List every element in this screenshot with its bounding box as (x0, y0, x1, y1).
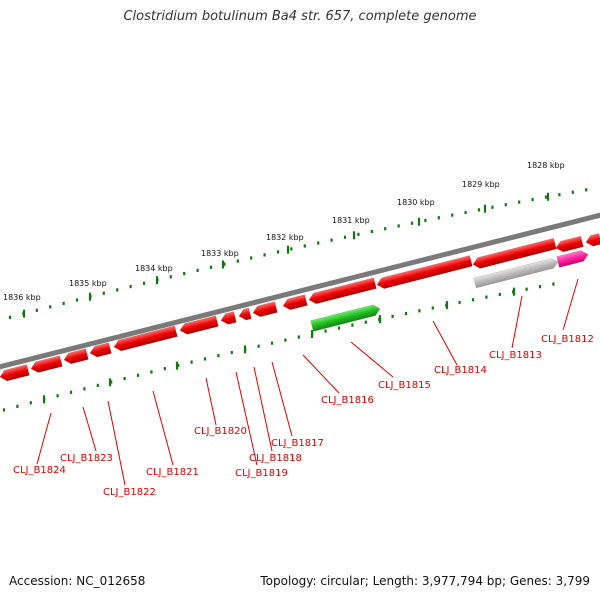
label-leader-line (205, 377, 217, 426)
label-leader-line (36, 412, 52, 465)
gene-arrow (179, 315, 219, 335)
gene-label: CLJ_B1812 (541, 334, 594, 345)
label-leader-line (271, 361, 293, 437)
scale-labels: 1828 kbp 1829 kbp 1830 kbp 1831 kbp 1832 kbp… (3, 161, 565, 302)
gene-features (0, 233, 600, 382)
scale-label: 1829 kbp (462, 180, 500, 189)
scale-label: 1832 kbp (266, 233, 304, 242)
gene-arrow (89, 342, 112, 358)
gene-arrow (252, 301, 278, 317)
gene-label: CLJ_B1818 (249, 453, 302, 464)
gene-arrow-green (310, 304, 381, 332)
scale-label: 1836 kbp (3, 293, 41, 302)
gene-arrow (0, 364, 30, 382)
gene-label-lines (36, 278, 579, 486)
gene-label: CLJ_B1820 (194, 426, 247, 437)
gene-arrow (238, 307, 252, 321)
gene-arrow (376, 255, 473, 289)
label-leader-line (253, 366, 273, 452)
scale-label: 1834 kbp (135, 264, 173, 273)
map-title: Clostridium botulinum Ba4 str. 657, comp… (123, 9, 477, 24)
label-leader-line (432, 320, 458, 366)
gene-arrow-pink (556, 250, 589, 268)
label-leader-line (562, 278, 579, 331)
label-leader-line (235, 371, 258, 466)
gene-label: CLJ_B1814 (434, 365, 487, 376)
label-leader-line (82, 406, 97, 452)
gene-arrow (282, 294, 308, 310)
gene-arrow (472, 238, 557, 269)
scale-ticks (2, 188, 588, 412)
scale-label: 1828 kbp (527, 161, 565, 170)
gene-label: CLJ_B1823 (60, 453, 113, 464)
label-leader-line (511, 295, 523, 349)
scale-label: 1835 kbp (69, 279, 107, 288)
label-leader-line (302, 354, 340, 394)
label-leader-line (152, 390, 174, 466)
gene-arrow (63, 348, 89, 365)
gene-arrow (220, 311, 237, 325)
label-leader-line (107, 400, 126, 486)
accession-label: Accession: NC_012658 (9, 574, 146, 588)
gene-label: CLJ_B1822 (103, 487, 156, 498)
genome-summary: Topology: circular; Length: 3,977,794 bp… (260, 574, 590, 588)
gene-arrow (555, 235, 584, 253)
gene-label: CLJ_B1819 (235, 468, 288, 479)
gene-label: CLJ_B1821 (146, 467, 199, 478)
label-leader-line (350, 341, 394, 378)
gene-label: CLJ_B1815 (378, 380, 431, 391)
gene-arrow (30, 355, 63, 373)
gene-arrow (585, 233, 600, 247)
gene-label: CLJ_B1816 (321, 395, 374, 406)
scale-label: 1833 kbp (201, 249, 239, 258)
gene-label: CLJ_B1824 (13, 465, 66, 476)
genome-backbone (0, 212, 600, 370)
gene-label: CLJ_B1813 (489, 350, 542, 361)
scale-label: 1831 kbp (332, 216, 370, 225)
gene-arrow (308, 277, 377, 304)
gene-arrow (113, 325, 178, 352)
scale-label: 1830 kbp (397, 198, 435, 207)
gene-label: CLJ_B1817 (271, 438, 324, 449)
gene-arrow-gray (473, 258, 559, 289)
